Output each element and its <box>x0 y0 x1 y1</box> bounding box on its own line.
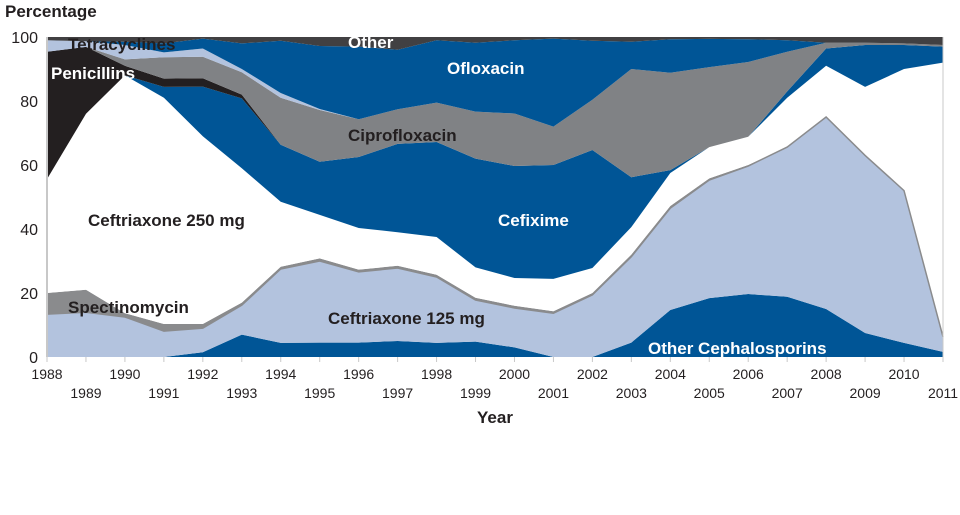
x-tick-label: 1994 <box>265 366 296 382</box>
label-tetracyclines: Tetracyclines <box>68 35 175 54</box>
label-spectinomycin: Spectinomycin <box>68 298 189 317</box>
y-tick-label: 100 <box>11 30 38 47</box>
x-tick-label: 2001 <box>538 385 569 401</box>
x-tick-label: 1995 <box>304 385 335 401</box>
y-tick-label: 20 <box>20 286 38 303</box>
area-other-cephalosporins <box>47 294 943 357</box>
area-cefixime <box>47 45 943 279</box>
x-tick-label: 2002 <box>577 366 608 382</box>
label-other: Other <box>348 33 394 52</box>
x-tick-label: 2011 <box>928 385 958 401</box>
x-tick-label: 1992 <box>187 366 218 382</box>
x-tick-label: 1999 <box>460 385 491 401</box>
y-tick-label: 0 <box>29 350 38 367</box>
x-tick-labels: 1988 1989 1990 1991 1992 1993 1994 1995 1996 1997… <box>31 357 958 401</box>
x-tick-label: 2007 <box>772 385 803 401</box>
y-tick-label: 80 <box>20 94 38 111</box>
x-tick-label: 1990 <box>109 366 140 382</box>
area-layers <box>46 37 944 357</box>
label-ciprofloxacin: Ciprofloxacin <box>348 126 457 145</box>
label-ofloxacin: Ofloxacin <box>447 59 524 78</box>
x-tick-label: 1993 <box>226 385 257 401</box>
x-tick-label: 2003 <box>616 385 647 401</box>
x-tick-label: 2000 <box>499 366 530 382</box>
x-tick-label: 1989 <box>70 385 101 401</box>
x-tick-label: 2009 <box>850 385 881 401</box>
label-ceftriaxone-250: Ceftriaxone 250 mg <box>88 211 245 230</box>
area-ceftriaxone-250-mg <box>47 62 943 337</box>
area-tetracyclines <box>47 40 943 127</box>
y-tick-label: 60 <box>20 158 38 175</box>
label-penicillins: Penicillins <box>51 64 135 83</box>
ceftriaxone-125-boundary-line <box>46 116 944 337</box>
x-tick-label: 1991 <box>148 385 179 401</box>
area-other <box>47 37 943 50</box>
y-axis-title: Percentage <box>5 2 97 21</box>
area-ciprofloxacin <box>47 42 943 178</box>
x-tick-label: 2010 <box>888 366 919 382</box>
y-tick-labels: 0 20 40 60 80 100 <box>11 30 38 367</box>
label-ceftriaxone-125: Ceftriaxone 125 mg <box>328 309 485 328</box>
x-axis-title: Year <box>477 408 513 427</box>
x-tick-label: 2004 <box>655 366 686 382</box>
y-tick-label: 40 <box>20 222 38 239</box>
x-tick-label: 2005 <box>694 385 725 401</box>
x-tick-label: 1996 <box>343 366 374 382</box>
label-cefixime: Cefixime <box>498 211 569 230</box>
label-other-cephalosporins: Other Cephalosporins <box>648 339 827 358</box>
x-tick-label: 1988 <box>31 366 62 382</box>
area-ofloxacin <box>47 38 943 127</box>
x-tick-label: 1997 <box>382 385 413 401</box>
x-tick-label: 2006 <box>733 366 764 382</box>
x-tick-label: 1998 <box>421 366 452 382</box>
x-tick-label: 2008 <box>811 366 842 382</box>
